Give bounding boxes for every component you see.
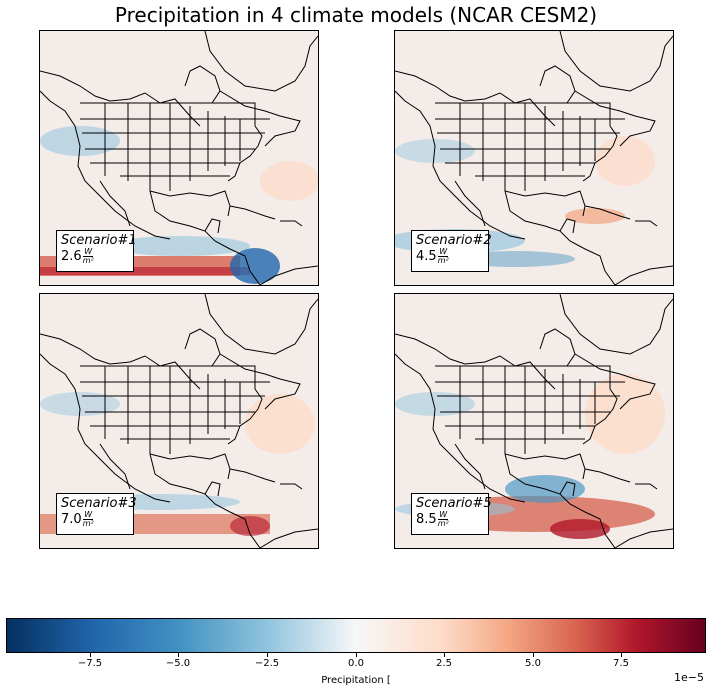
colorbar-tick bbox=[444, 653, 445, 657]
forcing-value: 2.6 bbox=[61, 249, 82, 264]
colorbar-tick-label: −2.5 bbox=[254, 658, 280, 669]
colorbar-tick bbox=[621, 653, 622, 657]
scenario-label: Scenario#5 bbox=[416, 496, 492, 511]
colorbar-tick-label: 2.5 bbox=[436, 658, 452, 669]
colorbar-tick bbox=[356, 653, 357, 657]
colorbar-exponent: 1e−5 bbox=[674, 671, 704, 684]
colorbar-tick bbox=[267, 653, 268, 657]
colorbar-tick-label: 0.0 bbox=[348, 658, 364, 669]
colorbar-tick-label: −7.5 bbox=[77, 658, 103, 669]
colorbar-label: Precipitation [ bbox=[321, 675, 391, 686]
forcing-value: 7.0 bbox=[61, 512, 82, 527]
figure-title: Precipitation in 4 climate models (NCAR … bbox=[114, 3, 598, 27]
colorbar-tick bbox=[90, 653, 91, 657]
scenario-label: Scenario#3 bbox=[61, 496, 137, 511]
colorbar-tick bbox=[178, 653, 179, 657]
colorbar-tick-label: 5.0 bbox=[525, 658, 541, 669]
scenario-label: Scenario#2 bbox=[416, 233, 492, 248]
colorbar-tick bbox=[533, 653, 534, 657]
colorbar bbox=[6, 618, 706, 653]
forcing-value: 8.5 bbox=[416, 512, 437, 527]
colorbar-tick-label: 7.5 bbox=[613, 658, 629, 669]
forcing-value: 4.5 bbox=[416, 249, 437, 264]
colorbar-tick-label: −5.0 bbox=[165, 658, 191, 669]
scenario-label: Scenario#1 bbox=[61, 233, 137, 248]
